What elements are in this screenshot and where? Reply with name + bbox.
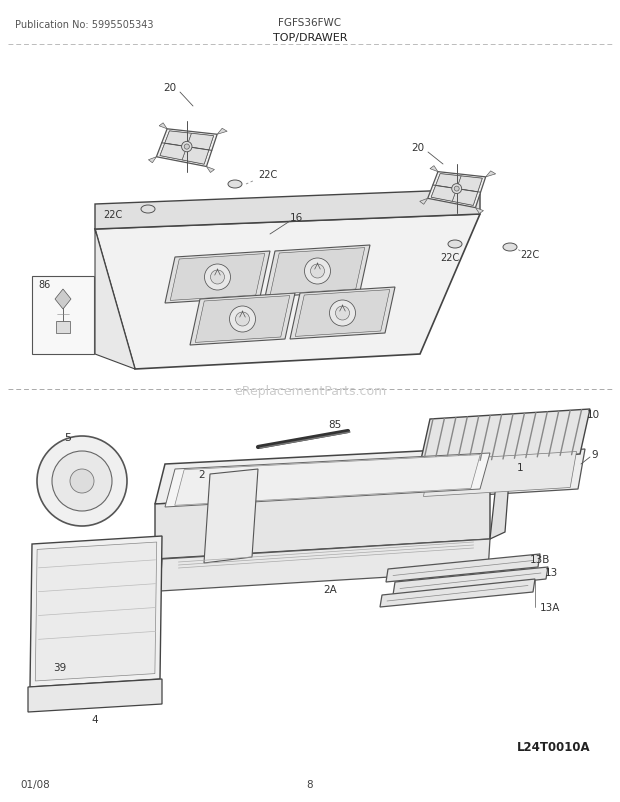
Polygon shape: [190, 294, 295, 346]
Circle shape: [70, 469, 94, 493]
Circle shape: [452, 184, 462, 194]
Polygon shape: [30, 537, 162, 687]
Text: 22C: 22C: [103, 210, 122, 220]
Ellipse shape: [503, 244, 517, 252]
Polygon shape: [420, 199, 428, 205]
Circle shape: [37, 436, 127, 526]
Bar: [32, 277, 94, 354]
Polygon shape: [265, 245, 370, 298]
Polygon shape: [165, 252, 270, 304]
Polygon shape: [217, 129, 227, 135]
Text: 22C: 22C: [520, 249, 539, 260]
Polygon shape: [195, 296, 290, 343]
Polygon shape: [35, 542, 157, 681]
Text: 01/08: 01/08: [20, 779, 50, 789]
Polygon shape: [428, 172, 485, 209]
Text: 2: 2: [198, 469, 205, 480]
Text: 1: 1: [516, 463, 523, 472]
Polygon shape: [160, 539, 490, 591]
Text: 16: 16: [290, 213, 303, 223]
Text: 5: 5: [64, 432, 71, 443]
Polygon shape: [56, 322, 70, 334]
Circle shape: [229, 306, 255, 333]
Text: TOP/DRAWER: TOP/DRAWER: [273, 33, 347, 43]
Text: 2A: 2A: [323, 585, 337, 594]
Polygon shape: [160, 132, 213, 165]
Circle shape: [236, 313, 249, 326]
Circle shape: [304, 259, 330, 285]
Ellipse shape: [228, 180, 242, 188]
Polygon shape: [156, 130, 217, 168]
Polygon shape: [155, 488, 490, 559]
Text: 39: 39: [53, 662, 66, 672]
Polygon shape: [295, 290, 390, 337]
Polygon shape: [423, 452, 577, 497]
Text: 20: 20: [412, 143, 425, 153]
Polygon shape: [95, 190, 480, 229]
Polygon shape: [170, 254, 265, 301]
Polygon shape: [165, 453, 490, 508]
Text: L24T0010A: L24T0010A: [516, 740, 590, 754]
Polygon shape: [95, 229, 135, 370]
Text: eReplacementParts.com: eReplacementParts.com: [234, 385, 386, 398]
Circle shape: [52, 452, 112, 512]
Text: 13A: 13A: [540, 602, 560, 612]
Polygon shape: [431, 186, 457, 202]
Text: 22C: 22C: [258, 170, 277, 180]
Polygon shape: [206, 168, 215, 173]
Text: 10: 10: [587, 410, 600, 419]
Circle shape: [182, 142, 192, 152]
Polygon shape: [95, 215, 480, 370]
Text: 20: 20: [164, 83, 177, 93]
Circle shape: [211, 270, 224, 285]
Polygon shape: [476, 209, 484, 214]
Text: 85: 85: [329, 419, 342, 429]
Circle shape: [184, 145, 189, 150]
Text: 8: 8: [307, 779, 313, 789]
Polygon shape: [457, 176, 482, 192]
Circle shape: [335, 306, 350, 321]
Polygon shape: [182, 148, 209, 165]
Text: FGFS36FWC: FGFS36FWC: [278, 18, 342, 28]
Polygon shape: [270, 249, 365, 295]
Polygon shape: [28, 679, 162, 712]
Text: Publication No: 5995505343: Publication No: 5995505343: [15, 20, 154, 30]
Polygon shape: [393, 567, 548, 595]
Polygon shape: [386, 554, 540, 582]
Circle shape: [454, 187, 459, 192]
Polygon shape: [430, 167, 438, 172]
Circle shape: [311, 265, 324, 278]
Polygon shape: [436, 175, 461, 189]
Text: 4: 4: [92, 714, 99, 724]
Polygon shape: [160, 144, 187, 160]
Text: 13B: 13B: [530, 554, 551, 565]
Polygon shape: [148, 157, 156, 164]
Ellipse shape: [448, 241, 462, 249]
Polygon shape: [159, 124, 167, 130]
Polygon shape: [165, 132, 192, 148]
Polygon shape: [485, 172, 496, 177]
Polygon shape: [490, 441, 512, 539]
Polygon shape: [175, 455, 480, 506]
Polygon shape: [415, 449, 585, 500]
Circle shape: [329, 301, 355, 326]
Text: 86: 86: [38, 280, 50, 290]
Polygon shape: [380, 579, 535, 607]
Polygon shape: [290, 288, 395, 339]
Polygon shape: [155, 448, 500, 504]
Text: 13: 13: [545, 567, 558, 577]
Polygon shape: [452, 189, 478, 206]
Text: 9: 9: [591, 449, 598, 460]
Polygon shape: [431, 175, 482, 206]
Circle shape: [205, 265, 231, 290]
Ellipse shape: [141, 206, 155, 214]
Polygon shape: [55, 290, 71, 310]
Polygon shape: [187, 134, 213, 151]
Polygon shape: [204, 469, 258, 563]
Polygon shape: [420, 410, 590, 464]
Text: 22C: 22C: [440, 253, 459, 263]
